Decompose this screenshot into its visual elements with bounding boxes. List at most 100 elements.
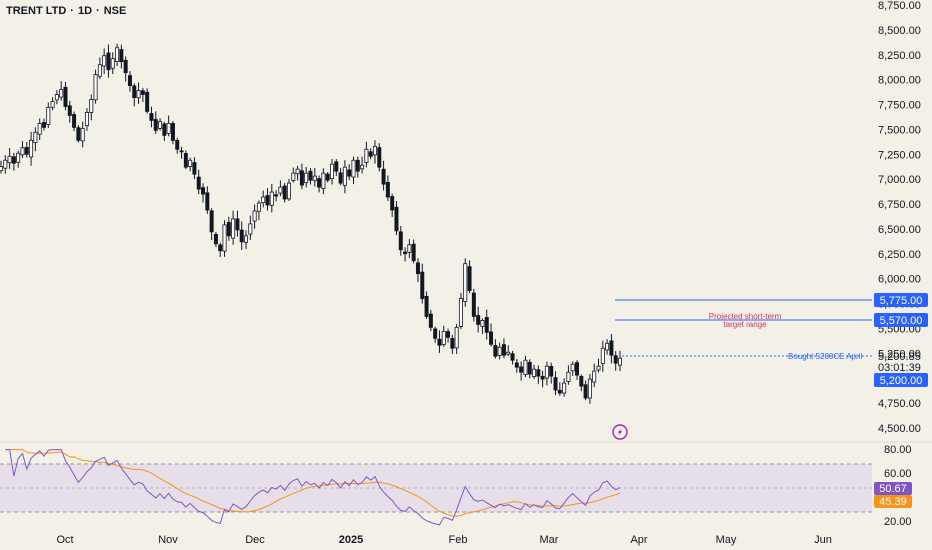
exchange-label: NSE <box>103 5 127 17</box>
candle-body <box>312 175 317 182</box>
candle-body <box>351 159 356 178</box>
candle-body <box>540 375 545 380</box>
candle-body <box>428 313 433 328</box>
candle-body <box>0 166 4 172</box>
candle-body <box>575 362 580 376</box>
time-axis[interactable]: Oct Nov Dec 2025 Feb Mar Apr May Jun <box>56 534 831 546</box>
candle-body <box>476 315 481 325</box>
candle-body <box>596 365 601 371</box>
candle-body <box>54 94 59 101</box>
candle-body <box>63 86 68 107</box>
price-tick: 6,250.00 <box>878 249 921 261</box>
candle-body <box>282 185 287 200</box>
candle-body <box>209 210 214 233</box>
candle-body <box>424 295 429 317</box>
projected-annotation-line1: Projected short-term <box>709 312 782 321</box>
time-label-mar: Mar <box>540 534 559 546</box>
price-tick: 8,500.00 <box>878 25 921 37</box>
candle-body <box>553 377 558 391</box>
target-high-badge <box>874 293 928 307</box>
candle-body <box>20 147 25 156</box>
candle-body <box>592 370 597 383</box>
candle-body <box>192 162 197 175</box>
candle-body <box>80 127 85 142</box>
rsi-line <box>5 449 621 526</box>
candle-body <box>437 338 442 346</box>
candle-body <box>463 263 468 302</box>
price-tick: 7,750.00 <box>878 100 921 112</box>
candle-body <box>360 164 365 170</box>
candle-body <box>231 218 236 239</box>
price-axis[interactable]: 8,750.00 8,500.00 8,250.00 8,000.00 7,750.00… <box>878 0 921 435</box>
candle-body <box>446 331 451 338</box>
symbol-name[interactable]: TRENT LTD <box>6 5 67 17</box>
time-label-may: May <box>716 534 737 546</box>
candle-body <box>89 99 94 113</box>
candle-body <box>274 194 279 197</box>
candle-body <box>497 346 502 356</box>
price-tick: 5,250.00 <box>878 348 921 360</box>
candle-body <box>295 168 300 175</box>
candle-body <box>342 166 347 186</box>
candle-body <box>140 90 145 95</box>
interval-label[interactable]: 1D <box>77 5 93 17</box>
candle-body <box>587 378 592 399</box>
candle-body <box>11 156 16 164</box>
candle-body <box>84 112 89 127</box>
candle-body <box>523 359 528 376</box>
price-tick: 8,250.00 <box>878 50 921 62</box>
candle-body <box>329 163 334 180</box>
candle-body <box>239 229 244 243</box>
price-tick: 6,500.00 <box>878 224 921 236</box>
header-separator: · <box>96 5 100 17</box>
rsi-tick: 60.00 <box>884 468 912 480</box>
candle-body <box>24 147 29 155</box>
countdown-label: 03:01:39 <box>878 362 921 374</box>
candle-body <box>398 231 403 251</box>
candle-body <box>317 178 322 188</box>
candle-body <box>618 357 623 366</box>
candle-body <box>183 153 188 168</box>
candles-group <box>0 43 623 404</box>
candle-body <box>506 351 511 355</box>
candle-body <box>377 147 382 168</box>
candle-body <box>265 195 270 206</box>
candle-body <box>7 155 12 164</box>
candle-body <box>46 107 51 125</box>
candle-body <box>458 298 463 327</box>
candle-body <box>613 355 618 364</box>
candle-body <box>368 151 373 157</box>
lightning-icon[interactable] <box>612 424 628 440</box>
time-label-dec: Dec <box>245 534 265 546</box>
candle-body <box>385 181 390 198</box>
candle-body <box>493 345 498 357</box>
candle-body <box>93 74 98 101</box>
price-tick: 4,500.00 <box>878 423 921 435</box>
candle-body <box>299 170 304 186</box>
candle-body <box>291 172 296 181</box>
candle-body <box>278 186 283 194</box>
candle-body <box>532 368 537 377</box>
candle-body <box>467 266 472 291</box>
candle-body <box>123 59 128 74</box>
candle-body <box>536 369 541 377</box>
time-label-jun: Jun <box>814 534 832 546</box>
candle-body <box>570 363 575 372</box>
candle-body <box>411 243 416 262</box>
candle-body <box>261 196 266 204</box>
candle-body <box>562 382 567 394</box>
candle-body <box>29 139 34 158</box>
price-tick: 8,000.00 <box>878 75 921 87</box>
candle-body <box>179 150 184 153</box>
bought-badge <box>874 373 928 387</box>
candle-body <box>583 384 588 399</box>
candle-body <box>372 145 377 156</box>
candle-body <box>433 328 438 339</box>
candle-body <box>347 169 352 177</box>
candle-body <box>269 191 274 206</box>
candle-body <box>218 244 223 252</box>
candle-body <box>579 376 584 387</box>
price-tick: 6,000.00 <box>878 274 921 286</box>
candle-body <box>510 353 515 361</box>
